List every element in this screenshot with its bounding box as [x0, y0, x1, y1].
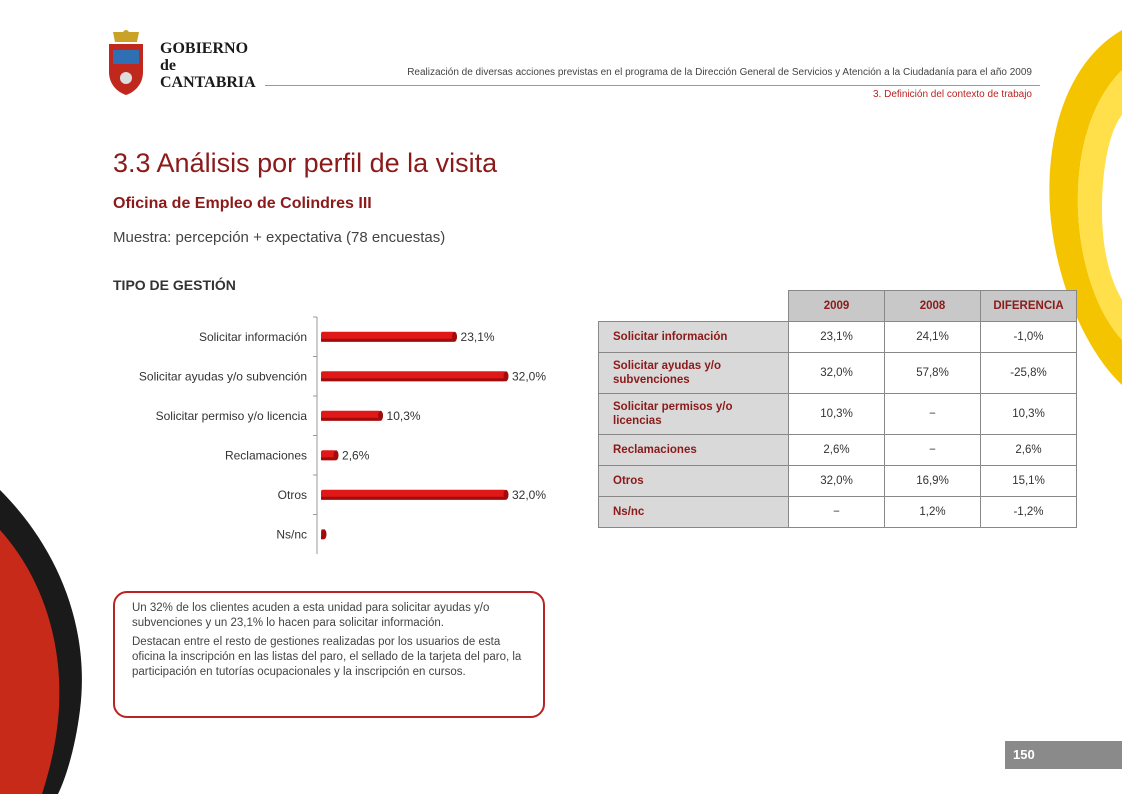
table-row: Solicitar ayudas y/o subvenciones 32,0% … [598, 352, 1077, 394]
cell-diff: -25,8% [980, 352, 1077, 394]
section-label: 3. Definición del contexto de trabajo [873, 89, 1032, 100]
org-name-line3: CANTABRIA [160, 74, 256, 91]
bar [321, 529, 327, 540]
value-label: 23,1% [461, 330, 495, 344]
chart-title: TIPO DE GESTIÓN [113, 277, 236, 293]
row-label: Reclamaciones [598, 434, 789, 466]
cell-diff: 2,6% [980, 434, 1077, 466]
category-label: Solicitar ayudas y/o subvención [139, 369, 307, 383]
coat-of-arms-icon [109, 30, 143, 95]
bar [321, 331, 458, 342]
sample-description: Muestra: percepción + expectativa (78 en… [113, 229, 446, 246]
note-paragraph-2: Destacan entre el resto de gestiones rea… [132, 636, 522, 678]
cell-diff: -1,0% [980, 321, 1077, 353]
header-2009: 2009 [788, 290, 885, 322]
organization-name: GOBIERNO de CANTABRIA [160, 40, 256, 91]
cell-2008: 57,8% [884, 352, 981, 394]
table-row: Solicitar permisos y/o licencias 10,3% −… [598, 393, 1077, 435]
cell-2009: 32,0% [788, 465, 885, 497]
cell-2009: 32,0% [788, 352, 885, 394]
bar [321, 489, 509, 500]
cell-diff: 15,1% [980, 465, 1077, 497]
category-label: Otros [278, 488, 307, 502]
table-header-row: 2009 2008 DIFERENCIA [598, 290, 1077, 322]
table-corner-cell [598, 290, 789, 322]
header-2008: 2008 [884, 290, 981, 322]
table-row: Ns/nc − 1,2% -1,2% [598, 496, 1077, 528]
bar [321, 371, 509, 382]
cell-2009: − [788, 496, 885, 528]
page-subtitle: Oficina de Empleo de Colindres III [113, 195, 372, 212]
note-paragraph-1: Un 32% de los clientes acuden a esta uni… [132, 602, 490, 629]
report-title: Realización de diversas acciones previst… [407, 67, 1032, 78]
cell-2008: − [884, 393, 981, 435]
cell-2009: 2,6% [788, 434, 885, 466]
value-label: 32,0% [512, 488, 546, 502]
value-label: 2,6% [342, 448, 370, 462]
category-label: Solicitar permiso y/o licencia [156, 409, 308, 423]
cell-2009: 23,1% [788, 321, 885, 353]
gobierno-cantabria-logo: GOBIERNO de CANTABRIA [105, 28, 256, 98]
comparison-table: 2009 2008 DIFERENCIA Solicitar informaci… [598, 290, 1077, 528]
category-label: Reclamaciones [225, 448, 307, 462]
category-label: Ns/nc [276, 527, 307, 541]
category-label: Solicitar información [199, 330, 307, 344]
bar [321, 450, 339, 461]
row-label: Solicitar información [598, 321, 789, 353]
table-row: Solicitar información 23,1% 24,1% -1,0% [598, 321, 1077, 353]
table-row: Otros 32,0% 16,9% 15,1% [598, 465, 1077, 497]
cell-2008: 24,1% [884, 321, 981, 353]
value-label: 32,0% [512, 369, 546, 383]
cell-2008: 1,2% [884, 496, 981, 528]
page-number: 150 [1013, 747, 1035, 762]
row-label: Solicitar permisos y/o licencias [598, 393, 789, 435]
header-divider [265, 85, 1040, 86]
cell-2008: 16,9% [884, 465, 981, 497]
summary-note: Un 32% de los clientes acuden a esta uni… [113, 591, 545, 718]
row-label: Ns/nc [598, 496, 789, 528]
cell-2008: − [884, 434, 981, 466]
org-name-line2: de [160, 57, 176, 74]
value-label: 10,3% [387, 409, 421, 423]
page-title: 3.3 Análisis por perfil de la visita [113, 148, 498, 178]
cell-diff: 10,3% [980, 393, 1077, 435]
row-label: Otros [598, 465, 789, 497]
page-number-bar: 150 [1005, 741, 1122, 769]
bar-chart: Solicitar información 23,1% Solicitar ayud… [139, 316, 546, 554]
org-name-line1: GOBIERNO [160, 40, 249, 57]
decorative-arc-left [0, 490, 82, 794]
header-diferencia: DIFERENCIA [980, 290, 1077, 322]
row-label: Solicitar ayudas y/o subvenciones [598, 352, 789, 394]
cell-diff: -1,2% [980, 496, 1077, 528]
bar [321, 410, 384, 421]
decorative-ring-right [1049, 30, 1122, 385]
cell-2009: 10,3% [788, 393, 885, 435]
table-row: Reclamaciones 2,6% − 2,6% [598, 434, 1077, 466]
